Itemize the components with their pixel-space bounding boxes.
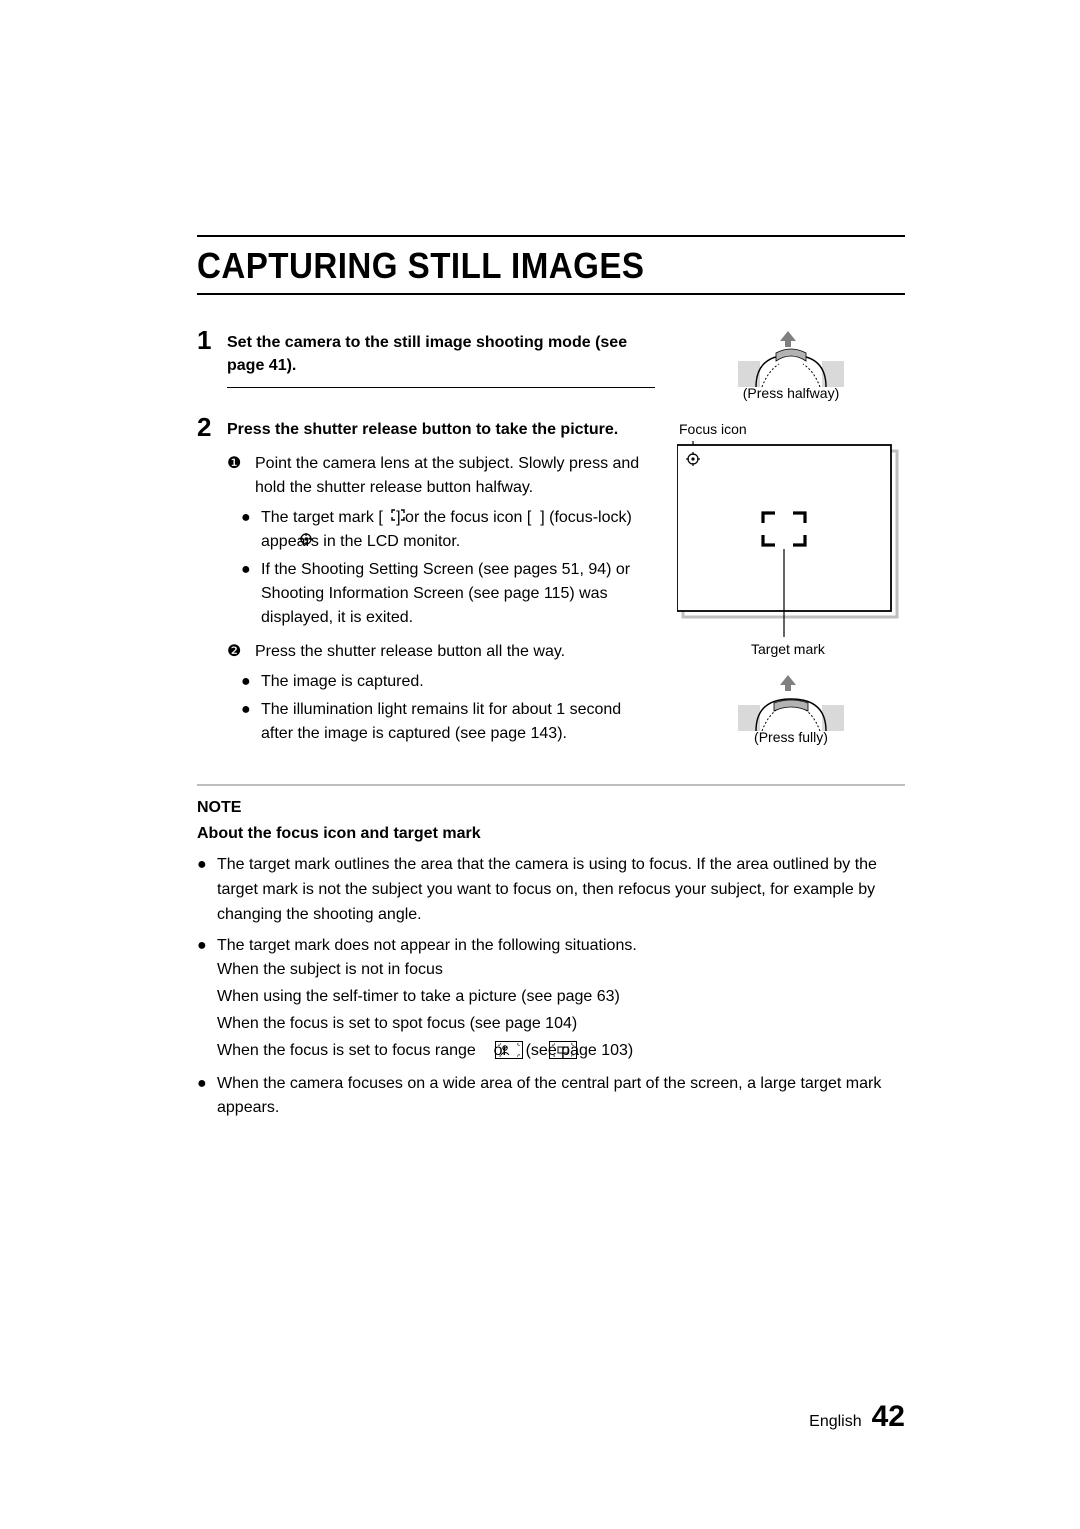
page-title: CAPTURING STILL IMAGES	[197, 245, 848, 287]
note-bullet-2: The target mark does not appear in the f…	[217, 934, 637, 1066]
bullet-text: The illumination light remains lit for a…	[261, 698, 655, 746]
step-number-1: 1	[197, 327, 215, 402]
bullet-dot: ●	[241, 670, 253, 694]
bullet-text: The target mark [ ] or the focus icon [ …	[261, 506, 655, 554]
bullet-text: The image is captured.	[261, 670, 424, 694]
bullet-dot: ●	[241, 698, 253, 746]
press-halfway-label: (Press halfway)	[677, 385, 905, 401]
right-column: (Press halfway) Focus icon	[677, 331, 905, 766]
substep-2: ❷ Press the shutter release button all t…	[227, 640, 655, 746]
note-bullet-2-lead: The target mark does not appear in the f…	[217, 934, 637, 959]
substep-2-text: Press the shutter release button all the…	[255, 640, 565, 664]
focus-range-icon-1	[495, 1041, 523, 1059]
bullet-text: If the Shooting Setting Screen (see page…	[261, 558, 655, 630]
note-heading: NOTE	[197, 796, 905, 821]
circled-1: ❶	[227, 452, 245, 500]
substep-1-text: Point the camera lens at the subject. Sl…	[255, 452, 655, 500]
note-line: When the subject is not in focus	[217, 958, 637, 983]
note-bullet-3: When the camera focuses on a wide area o…	[217, 1072, 905, 1122]
step-2: 2 Press the shutter release button to ta…	[197, 418, 655, 749]
press-fully-diagram	[738, 675, 844, 721]
gray-divider	[197, 784, 905, 786]
top-rule	[197, 235, 905, 237]
step-1-rule	[227, 387, 655, 388]
target-brackets-inline-icon	[391, 509, 405, 521]
step-2-heading: Press the shutter release button to take…	[227, 418, 655, 441]
bullet-dot: ●	[197, 934, 209, 1066]
press-halfway-diagram	[738, 331, 844, 377]
footer-page-number: 42	[872, 1400, 905, 1434]
focus-icon-label: Focus icon	[679, 421, 905, 437]
note-bullet-1: The target mark outlines the area that t…	[217, 853, 905, 927]
step-1-heading: Set the camera to the still image shooti…	[227, 331, 655, 377]
title-underline	[197, 293, 905, 295]
note-subheading: About the focus icon and target mark	[197, 822, 905, 847]
focus-inline-icon	[300, 533, 312, 545]
main-columns: 1 Set the camera to the still image shoo…	[197, 331, 905, 766]
bullet-dot: ●	[241, 506, 253, 554]
lcd-diagram	[677, 441, 905, 651]
note-line: When the focus is set to spot focus (see…	[217, 1012, 637, 1037]
substep-1: ❶ Point the camera lens at the subject. …	[227, 452, 655, 630]
page-footer: English 42	[809, 1400, 905, 1434]
bullet-dot: ●	[241, 558, 253, 630]
note-line: When using the self-timer to take a pict…	[217, 985, 637, 1010]
step-number-2: 2	[197, 414, 215, 749]
note-line: When the focus is set to focus range or …	[217, 1039, 637, 1064]
circled-2: ❷	[227, 640, 245, 664]
left-column: 1 Set the camera to the still image shoo…	[197, 331, 655, 766]
note-section: NOTE About the focus icon and target mar…	[197, 796, 905, 1122]
bullet-dot: ●	[197, 853, 209, 927]
focus-range-icon-2	[549, 1041, 577, 1059]
footer-language: English	[809, 1413, 861, 1431]
bullet-dot: ●	[197, 1072, 209, 1122]
step-1: 1 Set the camera to the still image shoo…	[197, 331, 655, 402]
press-fully-label: (Press fully)	[677, 729, 905, 745]
